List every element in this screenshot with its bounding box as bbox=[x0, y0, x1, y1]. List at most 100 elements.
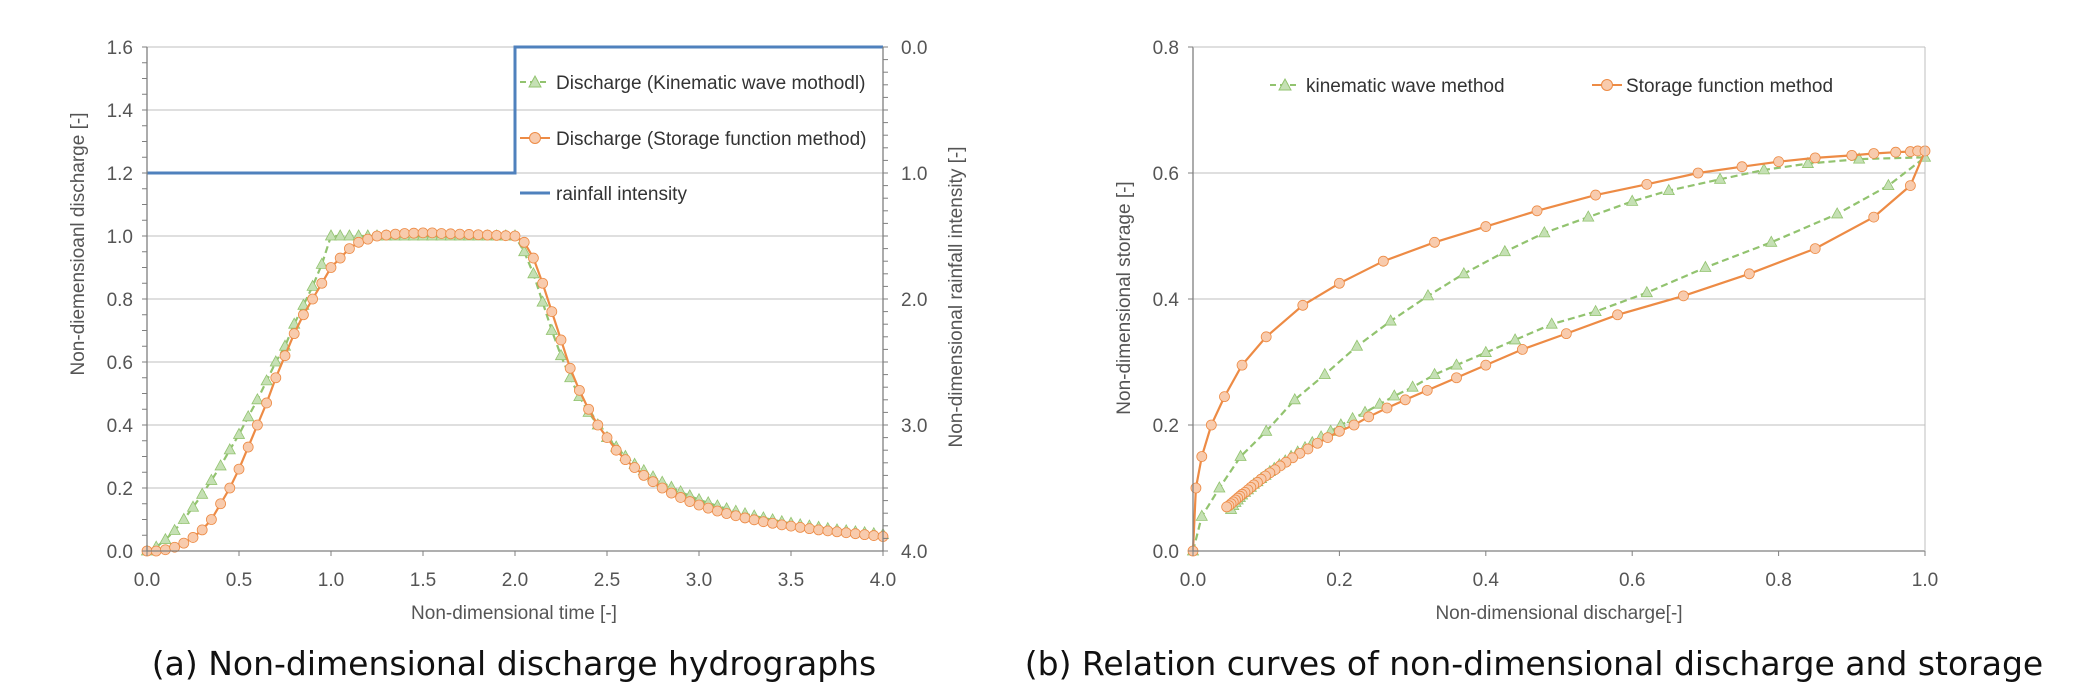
chart-a-storage-point bbox=[693, 499, 705, 511]
chart-a-x-axis-label: Non-dimensional time [-] bbox=[411, 603, 617, 624]
chart-b-storage-line bbox=[1191, 149, 1927, 552]
chart-a-y2-tick-2: 2.0 bbox=[901, 290, 927, 311]
chart-a-storage-point bbox=[509, 230, 521, 242]
chart-b-discharge-storage-relation: 0.0 0.2 0.4 0.6 0.8 1.0 0.0 0.2 0.4 0.6 0.8 Non-d… bbox=[1025, 38, 2043, 683]
chart-b-storage-point bbox=[1322, 432, 1334, 444]
chart-b-kinematic-point bbox=[1498, 244, 1512, 257]
chart-b-kinematic-point bbox=[1450, 358, 1463, 370]
chart-a-storage-point bbox=[362, 233, 374, 245]
chart-b-legend-storage-label: Storage function method bbox=[1626, 76, 1833, 97]
chart-b-gridlines bbox=[1193, 46, 1925, 426]
chart-b-storage-point bbox=[1297, 299, 1309, 311]
chart-a-storage-point bbox=[537, 277, 548, 289]
chart-b-kinematic-line bbox=[1191, 156, 1929, 552]
chart-b-storage-point bbox=[1641, 178, 1653, 190]
chart-a-legend-storage: Discharge (Storage function method) bbox=[520, 129, 867, 150]
chart-a-storage-point bbox=[445, 228, 457, 240]
chart-a-kinematic-point bbox=[260, 374, 273, 386]
chart-a-storage-point bbox=[813, 524, 824, 536]
chart-b-kinematic-point bbox=[1213, 481, 1226, 493]
chart-a-storage-point bbox=[675, 492, 686, 503]
chart-b-x-tick-1: 0.2 bbox=[1326, 570, 1352, 591]
chart-a-storage-line bbox=[147, 231, 884, 553]
chart-b-storage-point bbox=[1236, 359, 1248, 371]
chart-a-y2-tick-0: 0.0 bbox=[901, 38, 927, 59]
chart-a-storage-point bbox=[564, 362, 576, 374]
chart-b-legend-kinematic: kinematic wave method bbox=[1270, 76, 1505, 97]
chart-a-y-tick-labels: 0.0 0.2 0.4 0.6 0.8 1.0 1.2 1.4 1.6 bbox=[107, 38, 134, 563]
chart-a-storage-point bbox=[647, 476, 659, 488]
chart-a-storage-point bbox=[574, 384, 585, 396]
chart-b-legend: kinematic wave method Storage function m… bbox=[1270, 76, 1833, 97]
chart-a-storage-point bbox=[712, 505, 723, 517]
chart-b-legend-kinematic-label: kinematic wave method bbox=[1306, 76, 1505, 97]
chart-b-y-tick-1: 0.2 bbox=[1153, 416, 1179, 437]
chart-b-storage-point bbox=[1480, 221, 1492, 232]
chart-a-x-tick-4: 2.0 bbox=[502, 570, 528, 591]
chart-a-y2-tick-4: 4.0 bbox=[901, 542, 927, 563]
chart-a-storage-point bbox=[785, 520, 797, 532]
chart-a-kinematic-point bbox=[536, 295, 549, 307]
chart-a-kinematic-point bbox=[214, 459, 227, 471]
chart-b-y-tick-3: 0.6 bbox=[1153, 164, 1179, 185]
chart-a-caption: (a) Non-dimensional discharge hydrograph… bbox=[152, 644, 877, 683]
chart-b-legend-storage: Storage function method bbox=[1592, 76, 1833, 97]
chart-b-storage-point bbox=[1773, 156, 1784, 168]
chart-a-kinematic-point bbox=[315, 257, 328, 269]
chart-b-kinematic-point bbox=[1765, 235, 1778, 247]
chart-a-storage-point bbox=[454, 228, 466, 240]
chart-a-storage-point bbox=[187, 532, 199, 543]
chart-b-storage-point bbox=[1531, 205, 1543, 217]
chart-a-storage-point bbox=[251, 419, 263, 431]
chart-a-storage-point bbox=[767, 517, 778, 529]
chart-a-storage-point bbox=[684, 496, 696, 507]
chart-a-x-tick-2: 1.0 bbox=[318, 570, 344, 591]
chart-a-y-tick-4: 0.8 bbox=[107, 290, 133, 311]
chart-b-caption: (b) Relation curves of non-dimensional d… bbox=[1025, 644, 2043, 683]
chart-a-storage-point bbox=[224, 482, 236, 494]
chart-b-storage-point bbox=[1312, 437, 1323, 449]
chart-a-storage-point bbox=[178, 537, 190, 549]
chart-a-y-tick-5: 1.0 bbox=[107, 227, 133, 248]
chart-b-y-axis-label: Non-dimensional storage [-] bbox=[1114, 181, 1135, 414]
chart-a-kinematic-point bbox=[159, 532, 172, 545]
chart-b-kinematic-point bbox=[1589, 304, 1602, 317]
chart-b-kinematic-point bbox=[1318, 367, 1331, 380]
chart-a-kinematic-point bbox=[177, 512, 190, 524]
legend-b-storage-marker bbox=[1601, 79, 1613, 91]
chart-a-storage-point bbox=[426, 227, 438, 239]
chart-b-storage-point bbox=[1868, 211, 1880, 223]
chart-a-storage-point bbox=[380, 229, 392, 241]
chart-b-kinematic-point bbox=[1421, 289, 1435, 301]
chart-a-storage-point bbox=[435, 228, 447, 239]
chart-a-storage-point bbox=[730, 510, 742, 522]
chart-b-kinematic-point bbox=[1260, 424, 1273, 436]
chart-a-storage-point bbox=[721, 508, 732, 519]
chart-a-kinematic-point bbox=[297, 298, 310, 310]
chart-a-storage-point bbox=[610, 444, 622, 456]
chart-a-series-storage bbox=[141, 227, 889, 557]
chart-a-storage-point bbox=[270, 372, 282, 384]
chart-a-axes bbox=[142, 46, 888, 556]
chart-a-legend-kinematic: Discharge (Kinematic wave mothodl) bbox=[520, 73, 865, 94]
chart-a-y2-tick-3: 3.0 bbox=[901, 416, 927, 437]
chart-a-storage-point bbox=[739, 512, 751, 524]
chart-a-y2-tick-1: 1.0 bbox=[901, 164, 927, 185]
chart-b-kinematic-point bbox=[1882, 178, 1895, 191]
chart-a-kinematic-point bbox=[334, 229, 347, 241]
chart-b-kinematic-point bbox=[1350, 339, 1364, 351]
chart-a-rainfall-line bbox=[147, 45, 883, 175]
chart-b-series bbox=[1186, 145, 1932, 557]
chart-a-storage-point bbox=[638, 469, 650, 481]
chart-b-storage-point bbox=[1560, 328, 1572, 340]
chart-a-x-tick-6: 3.0 bbox=[686, 570, 712, 591]
chart-a-storage-point bbox=[748, 514, 760, 526]
chart-a-kinematic-point bbox=[168, 523, 181, 535]
chart-a-kinematic-point bbox=[527, 266, 540, 279]
chart-a-y2-axis-label: Non-dimensional rainfall intensity [-] bbox=[946, 147, 967, 448]
chart-b-kinematic-point bbox=[1713, 172, 1727, 184]
chart-b-kinematic-point bbox=[1479, 345, 1492, 357]
chart-a-storage-point bbox=[205, 514, 217, 525]
chart-b-storage-point bbox=[1399, 394, 1411, 406]
chart-b-storage-point bbox=[1868, 148, 1880, 159]
